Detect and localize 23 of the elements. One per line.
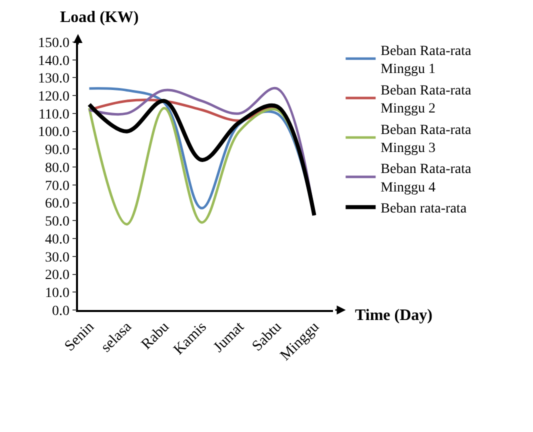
y-tick-label: 0.0 xyxy=(52,304,70,319)
y-tick-label: 120.0 xyxy=(38,90,70,104)
y-axis-title: Load (KW) xyxy=(60,9,139,26)
legend-label: Beban Rata-rata Minggu 1 xyxy=(380,44,472,78)
legend-label: Beban Rata-rata Minggu 3 xyxy=(380,122,472,156)
legend-label: Beban rata-rata xyxy=(380,202,468,217)
y-tick-label: 60.0 xyxy=(44,196,70,212)
y-tick-label: 50.0 xyxy=(44,214,70,230)
y-tick-label: 100.0 xyxy=(38,125,70,140)
legend-label: Beban Rata-rata Minggu 4 xyxy=(380,162,472,196)
y-tick-label: 40.0 xyxy=(44,232,70,248)
y-tick-label: 80.0 xyxy=(44,160,70,176)
x-axis-title: Time (Day) xyxy=(355,307,432,324)
y-tick-label: 70.0 xyxy=(44,178,70,194)
y-tick-label: 90.0 xyxy=(44,143,70,158)
y-tick-label: 140.0 xyxy=(38,54,70,69)
legend-label: Beban Rata-rata Minggu 2 xyxy=(380,83,472,117)
y-tick-label: 30.0 xyxy=(44,250,70,266)
y-tick-label: 20.0 xyxy=(44,268,70,284)
y-tick-label: 130.0 xyxy=(38,72,70,87)
y-tick-label: 10.0 xyxy=(44,286,70,302)
y-tick-label: 110.0 xyxy=(38,107,70,122)
y-tick-label: 150.0 xyxy=(38,36,70,51)
